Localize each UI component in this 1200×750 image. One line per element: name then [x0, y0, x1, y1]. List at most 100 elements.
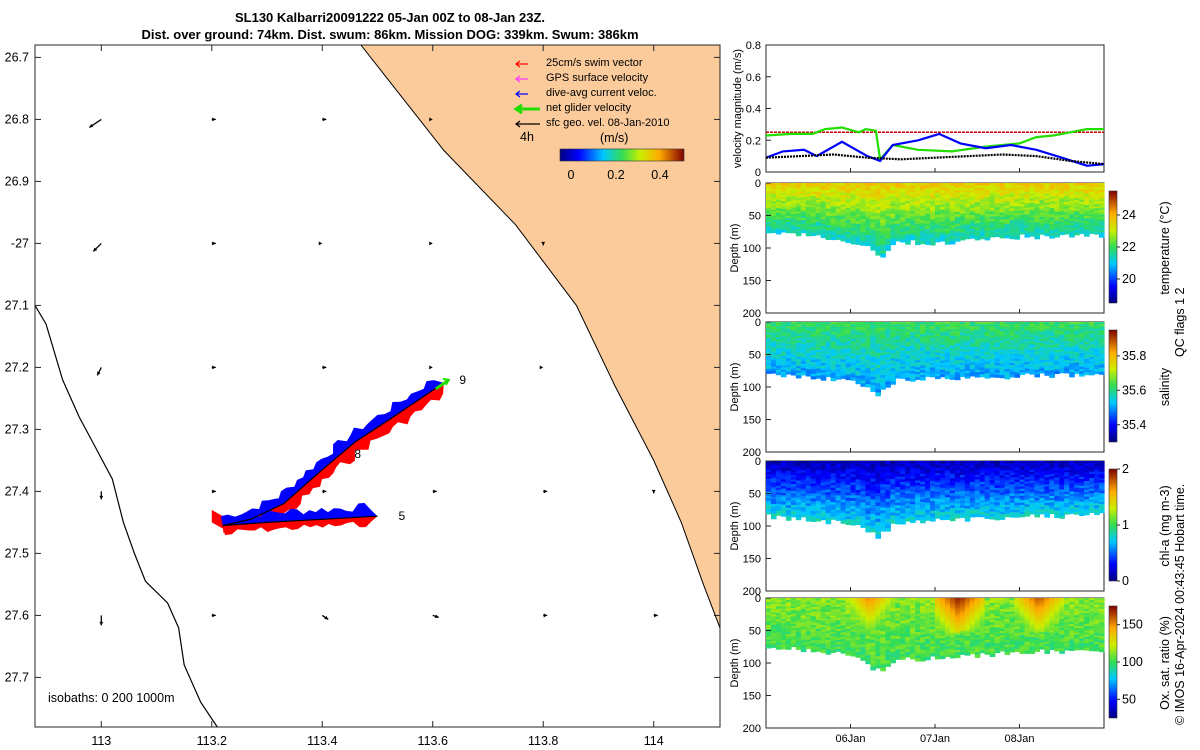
section-cell [815, 345, 822, 349]
section-cell [1089, 335, 1095, 339]
section-cell [1094, 356, 1100, 360]
section-cell [900, 345, 906, 349]
geo-vector-arrow [429, 365, 433, 370]
section-cell [959, 218, 966, 222]
section-cell [954, 355, 961, 359]
section-cell [1064, 197, 1070, 201]
section-cell [766, 480, 772, 484]
section-cell [925, 495, 931, 499]
section-cell [880, 516, 886, 520]
section-cell [920, 478, 926, 483]
section-cell [1014, 370, 1021, 374]
section-cell [895, 356, 901, 360]
section-cell [1039, 210, 1045, 214]
section-cell [885, 208, 891, 212]
section-cell [979, 367, 986, 371]
section-cell [930, 493, 936, 497]
section-cell [1019, 477, 1026, 481]
section-cell [815, 473, 822, 477]
section-cell [880, 210, 886, 215]
section-cell [840, 228, 847, 232]
section-cell [771, 463, 777, 467]
section-cell [944, 238, 951, 243]
section-cell [1049, 199, 1055, 203]
section-cell [1099, 332, 1105, 336]
section-cell [1064, 353, 1070, 357]
section-cell [850, 375, 857, 379]
section-cell [940, 497, 946, 501]
section-cell [800, 352, 807, 356]
section-cell [805, 483, 812, 487]
section-cell [1024, 513, 1031, 517]
section-cell [905, 493, 911, 497]
section-cell [865, 327, 871, 331]
section-cell [771, 368, 777, 372]
section-cell [830, 326, 837, 331]
section-cell [885, 238, 891, 243]
section-cell [935, 231, 941, 235]
section-cell [1084, 194, 1090, 197]
section-cell [800, 509, 807, 513]
section-cell [795, 196, 802, 200]
section-cell [850, 466, 857, 470]
section-cell [1039, 183, 1045, 186]
section-cell [785, 512, 792, 516]
section-cell [900, 505, 906, 509]
section-cell [771, 511, 777, 515]
section-cell [984, 472, 991, 477]
section-cell [835, 322, 842, 326]
section-cell [766, 332, 772, 336]
section-cell [1044, 344, 1050, 348]
y-tick-label: 0 [755, 178, 761, 190]
section-cell [1069, 209, 1075, 213]
section-cell [984, 510, 991, 515]
section-cell [984, 375, 991, 379]
section-cell [1074, 356, 1080, 360]
section-cell [925, 362, 931, 366]
section-cell [954, 365, 961, 369]
section-cell [766, 339, 772, 342]
section-cell [994, 205, 1001, 209]
section-cell [865, 240, 871, 244]
section-cell [910, 471, 916, 475]
section-cell [1019, 363, 1026, 367]
section-cell [766, 209, 772, 213]
section-cell [1009, 365, 1016, 369]
section-cell [935, 214, 941, 218]
section-cell [1034, 220, 1040, 224]
section-cell [930, 326, 936, 330]
section-cell [775, 339, 782, 343]
section-cell [780, 353, 787, 357]
section-cell [905, 503, 911, 507]
section-cell [994, 214, 1001, 218]
section-cell [1059, 347, 1065, 351]
section-cell [1079, 510, 1085, 514]
section-cell [890, 463, 896, 467]
section-cell [800, 511, 807, 515]
section-cell [1069, 198, 1075, 202]
section-cell [825, 227, 832, 231]
section-cell [984, 220, 991, 224]
section-cell [790, 370, 797, 374]
section-cell [780, 211, 787, 215]
section-cell [810, 204, 817, 208]
section-cell [1049, 219, 1055, 223]
section-cell [989, 185, 996, 189]
section-cell [979, 507, 986, 511]
section-cell [915, 374, 921, 378]
section-cell [905, 463, 911, 467]
section-cell [1099, 221, 1105, 225]
section-cell [1034, 196, 1040, 200]
section-cell [825, 346, 832, 350]
section-cell [1004, 357, 1011, 361]
section-cell [915, 490, 921, 494]
section-cell [969, 357, 976, 361]
section-cell [1019, 208, 1026, 212]
section-cell [860, 198, 866, 202]
section-cell [1084, 483, 1090, 487]
section-cell [1064, 476, 1070, 480]
section-cell [845, 521, 852, 525]
section-cell [870, 347, 876, 352]
section-cell [935, 463, 941, 467]
section-cell [860, 211, 866, 215]
